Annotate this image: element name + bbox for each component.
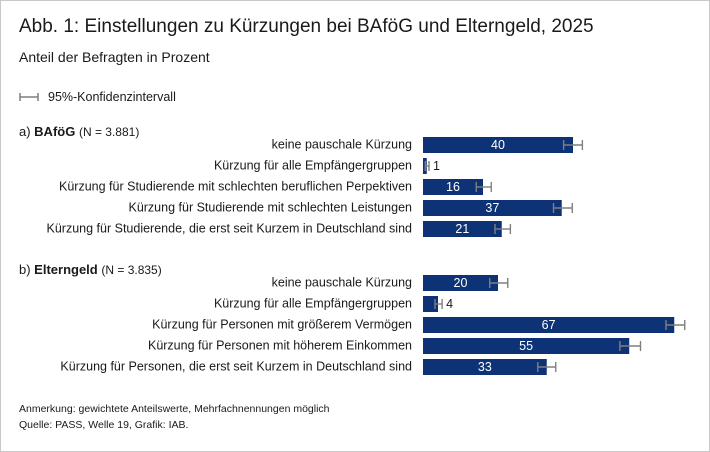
category-label: Kürzung für Personen mit größerem Vermög… — [152, 317, 412, 331]
remark-note: Anmerkung: gewichtete Anteilswerte, Mehr… — [19, 403, 330, 415]
bar — [423, 200, 562, 216]
category-label: Kürzung für Personen, die erst seit Kurz… — [60, 359, 412, 373]
chart-title: Abb. 1: Einstellungen zu Kürzungen bei B… — [19, 16, 594, 37]
group-heading-1: a) BAföG (N = 3.881) — [19, 124, 139, 139]
value-label: 33 — [478, 360, 492, 374]
bar — [423, 338, 630, 354]
category-label: Kürzung für Studierende, die erst seit K… — [47, 221, 413, 235]
category-label: Kürzung für Studierende mit schlechten L… — [128, 200, 412, 214]
value-label: 4 — [446, 297, 453, 311]
category-label: Kürzung für Studierende mit schlechten b… — [59, 179, 412, 193]
bar — [423, 275, 498, 291]
value-label: 67 — [542, 318, 556, 332]
legend: 95%-Konfidenzintervall — [19, 88, 176, 106]
value-label: 40 — [491, 138, 505, 152]
bar — [423, 221, 502, 237]
value-label: 16 — [446, 180, 460, 194]
category-label: Kürzung für Personen mit höherem Einkomm… — [148, 338, 412, 352]
legend-label: 95%-Konfidenzintervall — [48, 90, 176, 104]
category-label: Kürzung für alle Empfängergruppen — [214, 296, 412, 310]
category-label: keine pauschale Kürzung — [272, 275, 412, 289]
bar — [423, 317, 675, 333]
value-label: 37 — [485, 201, 499, 215]
value-label: 55 — [519, 339, 533, 353]
category-label: Kürzung für alle Empfängergruppen — [214, 158, 412, 172]
group-heading-2: b) Elterngeld (N = 3.835) — [19, 262, 162, 277]
bar — [423, 359, 547, 375]
source-note: Quelle: PASS, Welle 19, Grafik: IAB. — [19, 419, 189, 431]
value-label: 20 — [454, 276, 468, 290]
value-label: 1 — [433, 159, 440, 173]
confidence-interval-legend-icon — [19, 93, 39, 101]
bar — [423, 296, 438, 312]
value-label: 21 — [455, 222, 469, 236]
bar — [423, 179, 483, 195]
category-label: keine pauschale Kürzung — [272, 137, 412, 151]
chart-subtitle: Anteil der Befragten in Prozent — [19, 49, 210, 65]
bar — [423, 137, 573, 153]
